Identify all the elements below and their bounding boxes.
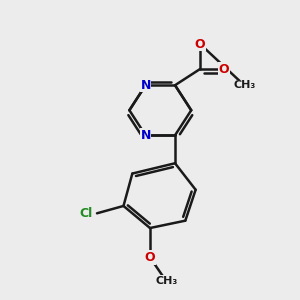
Text: O: O xyxy=(195,38,206,50)
Text: O: O xyxy=(145,251,155,264)
Text: O: O xyxy=(218,62,229,76)
Text: Cl: Cl xyxy=(79,207,93,220)
Text: CH₃: CH₃ xyxy=(233,80,255,90)
Text: CH₃: CH₃ xyxy=(155,276,177,286)
Text: N: N xyxy=(140,79,151,92)
Text: N: N xyxy=(140,129,151,142)
